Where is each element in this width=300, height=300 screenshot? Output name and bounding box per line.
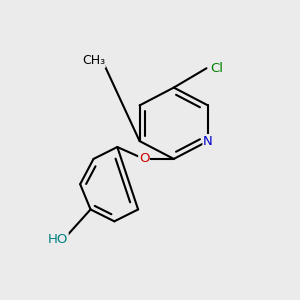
Text: Cl: Cl <box>210 62 224 75</box>
Text: HO: HO <box>48 233 68 246</box>
Text: N: N <box>203 135 213 148</box>
Text: CH₃: CH₃ <box>82 54 105 67</box>
Text: O: O <box>139 152 149 165</box>
